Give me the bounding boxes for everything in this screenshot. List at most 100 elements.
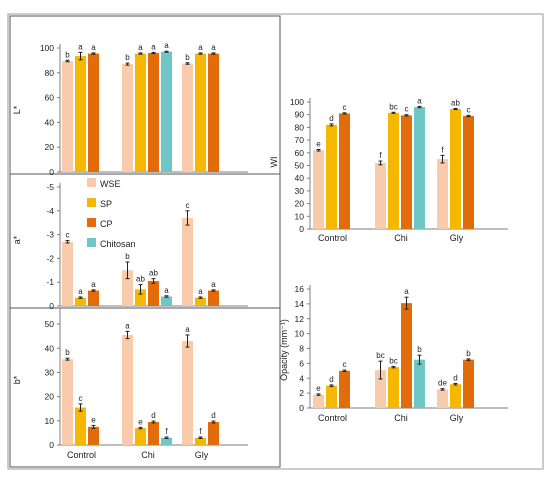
- significance-letter: bc: [389, 102, 397, 111]
- bar-cp-gly: [463, 359, 474, 408]
- y-tick-label: 0: [49, 440, 54, 450]
- bar-cp-control: [88, 426, 99, 445]
- y-tick-label: 40: [45, 117, 55, 127]
- y-tick-label: -3: [46, 230, 54, 240]
- x-tick-label: Gly: [450, 233, 464, 243]
- x-tick-label: Control: [318, 233, 347, 243]
- significance-letter: c: [186, 201, 190, 210]
- y-tick-label: 30: [295, 186, 305, 196]
- y-tick-label: 10: [295, 329, 305, 339]
- y-tick-label: 80: [295, 122, 305, 132]
- x-tick-label: Chi: [141, 450, 155, 460]
- significance-letter: a: [417, 96, 422, 105]
- bar-wse-gly: [182, 217, 193, 306]
- significance-letter: c: [79, 394, 83, 403]
- y-tick-label: 100: [290, 97, 304, 107]
- bar-cp-chi: [401, 303, 412, 408]
- y-tick-label: 0: [299, 224, 304, 234]
- legend-label-sp: SP: [100, 199, 112, 209]
- y-axis-label: a*: [12, 235, 22, 244]
- y-tick-label: -1: [46, 277, 54, 287]
- significance-letter: f: [199, 427, 202, 436]
- bar-cp-control: [339, 113, 350, 229]
- bar-cp-chi: [148, 52, 159, 172]
- significance-letter: bc: [376, 351, 384, 360]
- bar-sp-control: [326, 385, 337, 408]
- bar-sp-chi: [388, 112, 399, 229]
- significance-letter: d: [329, 375, 333, 384]
- outer-frame: [7, 13, 544, 470]
- y-tick-label: 40: [45, 343, 55, 353]
- bar-chitosan-chi: [414, 359, 425, 408]
- significance-letter: a: [78, 42, 83, 51]
- significance-letter: a: [164, 286, 169, 295]
- y-tick-label: 14: [295, 299, 305, 309]
- significance-letter: c: [66, 231, 70, 240]
- bar-sp-gly: [195, 53, 206, 172]
- bar-chitosan-chi: [161, 51, 172, 172]
- x-tick-label: Chi: [394, 233, 408, 243]
- legend: WSE SP CP Chitosan: [87, 178, 136, 249]
- y-tick-label: 0: [49, 301, 54, 311]
- x-tick-label: Control: [67, 450, 96, 460]
- significance-letter: c: [343, 103, 347, 112]
- bar-sp-gly: [450, 384, 461, 408]
- significance-letter: b: [125, 252, 130, 261]
- legend-label-wse: WSE: [100, 179, 121, 189]
- legend-swatch-chitosan: [87, 238, 96, 247]
- significance-letter: a: [198, 43, 203, 52]
- significance-letter: f: [441, 145, 444, 154]
- bar-cp-control: [88, 53, 99, 172]
- legend-label-cp: CP: [100, 219, 113, 229]
- bar-cp-control: [339, 370, 350, 408]
- significance-letter: b: [185, 53, 190, 62]
- bar-cp-gly: [208, 422, 219, 445]
- bar-wse-chi: [375, 370, 386, 408]
- bar-wse-control: [313, 150, 324, 229]
- y-tick-label: 0: [299, 403, 304, 413]
- significance-letter: d: [453, 373, 457, 382]
- significance-letter: a: [185, 325, 190, 334]
- bar-cp-gly: [463, 115, 474, 229]
- significance-letter: ab: [136, 275, 145, 284]
- bar-sp-control: [75, 407, 86, 445]
- significance-letter: b: [466, 349, 471, 358]
- bar-wse-control: [313, 394, 324, 408]
- significance-letter: f: [379, 151, 382, 160]
- x-tick-label: Chi: [394, 413, 408, 423]
- y-tick-label: 2: [299, 388, 304, 398]
- y-tick-label: 4: [299, 373, 304, 383]
- y-tick-label: 100: [40, 43, 54, 53]
- bar-chitosan-chi: [414, 107, 425, 229]
- bar-cp-chi: [148, 281, 159, 306]
- significance-letter: bc: [389, 356, 397, 365]
- y-axis-label: WI: [269, 157, 279, 168]
- significance-letter: c: [405, 105, 409, 114]
- significance-letter: b: [417, 345, 422, 354]
- bar-wse-chi: [122, 270, 133, 306]
- bar-chitosan-chi: [161, 296, 172, 306]
- x-tick-label: Gly: [195, 450, 209, 460]
- y-tick-label: -2: [46, 253, 54, 263]
- significance-letter: b: [65, 348, 70, 357]
- x-tick-label: Control: [318, 413, 347, 423]
- bar-wse-control: [62, 61, 73, 172]
- significance-letter: f: [165, 427, 168, 436]
- significance-letter: a: [211, 280, 216, 289]
- y-tick-label: 70: [295, 135, 305, 145]
- y-tick-label: 90: [295, 110, 305, 120]
- x-tick-label: Gly: [450, 413, 464, 423]
- significance-letter: a: [138, 43, 143, 52]
- left-panel-frame: [9, 15, 281, 468]
- y-tick-label: 6: [299, 358, 304, 368]
- significance-letter: d: [211, 411, 215, 420]
- y-axis-label: Opacity (mm⁻¹): [279, 319, 289, 381]
- y-tick-label: 16: [295, 284, 305, 294]
- bar-sp-chi: [135, 53, 146, 172]
- bar-cp-chi: [148, 422, 159, 445]
- significance-letter: e: [138, 417, 143, 426]
- bar-sp-control: [326, 124, 337, 229]
- significance-letter: d: [151, 411, 155, 420]
